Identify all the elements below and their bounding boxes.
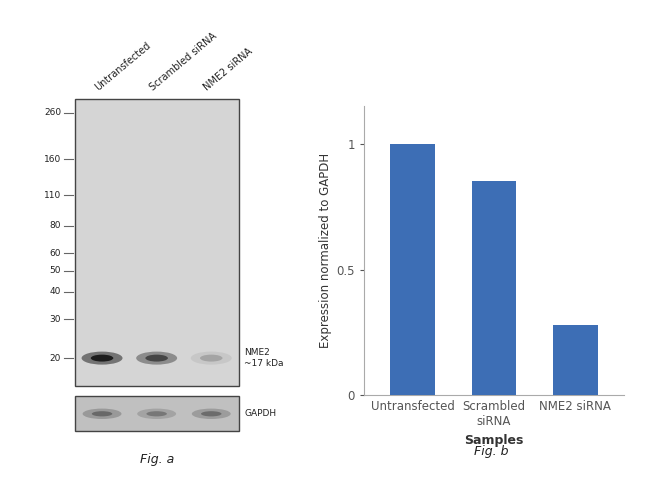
Bar (553, 325, 597, 395)
Text: 50: 50 (49, 266, 61, 275)
Text: 110: 110 (44, 191, 61, 200)
Y-axis label: Expression normalized to GAPDH: Expression normalized to GAPDH (319, 153, 332, 348)
Text: 40: 40 (49, 287, 61, 296)
Bar (75, 99, 239, 386)
Bar (472, 182, 516, 395)
Text: GAPDH: GAPDH (244, 409, 276, 418)
Ellipse shape (83, 409, 122, 419)
Text: Scrambled siRNA: Scrambled siRNA (148, 31, 218, 93)
Text: 30: 30 (49, 315, 61, 324)
Ellipse shape (137, 409, 176, 419)
Ellipse shape (146, 355, 168, 362)
Ellipse shape (200, 355, 222, 362)
Ellipse shape (146, 411, 167, 416)
Ellipse shape (91, 355, 113, 362)
Text: 260: 260 (44, 108, 61, 118)
Text: Fig. a: Fig. a (140, 453, 174, 466)
Text: 60: 60 (49, 249, 61, 257)
Ellipse shape (191, 351, 231, 364)
Text: 80: 80 (49, 221, 61, 230)
Ellipse shape (201, 411, 222, 416)
Ellipse shape (136, 351, 177, 364)
Ellipse shape (192, 409, 231, 419)
Text: Untransfected: Untransfected (93, 40, 153, 93)
Text: 160: 160 (44, 155, 61, 164)
Text: NME2 siRNA: NME2 siRNA (202, 46, 255, 93)
Text: NME2
~17 kDa: NME2 ~17 kDa (244, 348, 283, 368)
Ellipse shape (92, 411, 112, 416)
Bar (75, 396, 239, 431)
Ellipse shape (81, 351, 122, 364)
Text: Fig. b: Fig. b (473, 445, 508, 458)
Bar (391, 144, 435, 395)
X-axis label: Samples: Samples (464, 434, 524, 447)
Text: 20: 20 (49, 354, 61, 362)
